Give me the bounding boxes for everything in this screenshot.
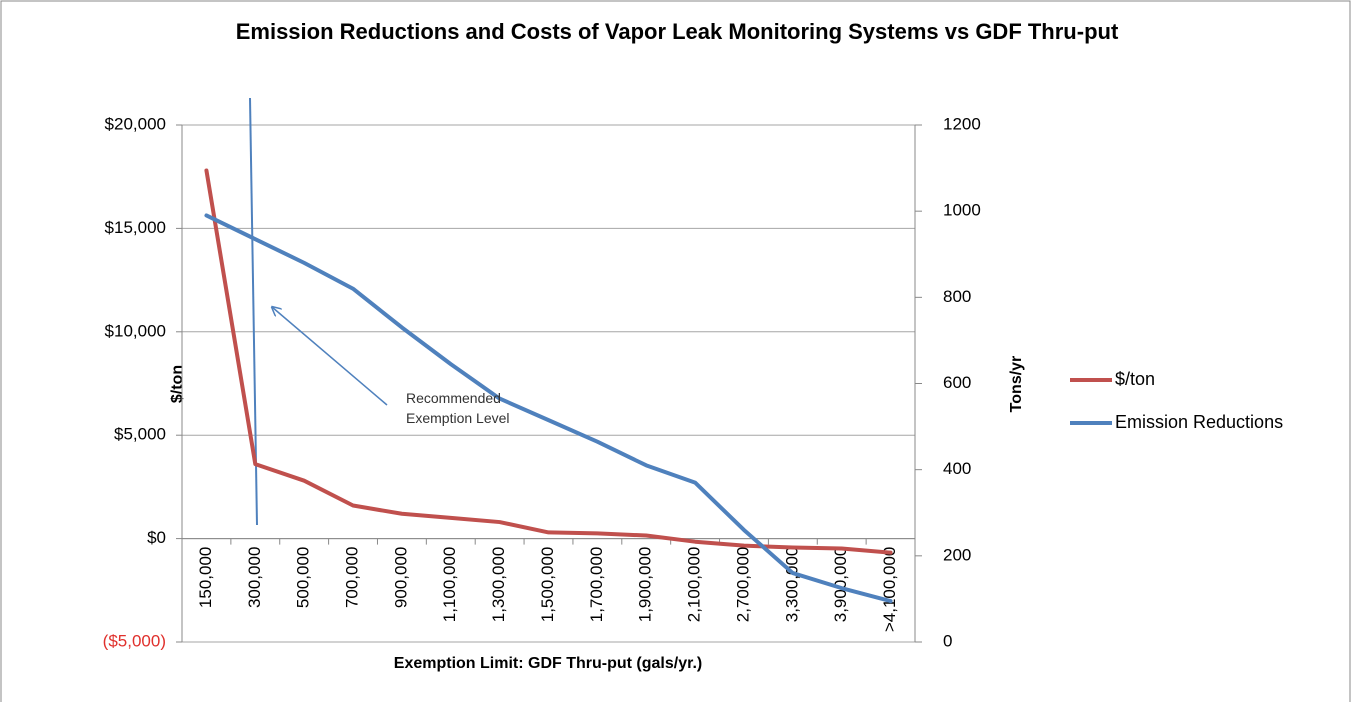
y2-tick-label: 1000: [943, 201, 981, 220]
y2-tick-label: 600: [943, 373, 971, 392]
x-tick-label: 300,000: [245, 547, 264, 608]
y2-tick-label: 200: [943, 545, 971, 564]
y-tick-label: $20,000: [105, 114, 166, 133]
y-tick-label: $10,000: [105, 321, 166, 340]
y-tick-label: $0: [147, 528, 166, 547]
annotation: Recommended Exemption Level: [406, 390, 510, 426]
x-tick-label: 1,900,000: [636, 547, 655, 623]
y2-tick-label: 400: [943, 459, 971, 478]
x-tick-label: 3,900,000: [831, 547, 850, 623]
x-tick-label: 1,700,000: [587, 547, 606, 623]
y2-axis-label: Tons/yr: [1008, 356, 1025, 413]
y-tick-label: $5,000: [114, 425, 166, 444]
x-tick-label: 700,000: [343, 547, 362, 608]
x-tick-label: 1,100,000: [440, 547, 459, 623]
x-tick-label: 150,000: [196, 547, 215, 608]
x-tick-label: 1,300,000: [489, 547, 508, 623]
y-tick-label: $15,000: [105, 218, 166, 237]
annotation-arrow: [272, 307, 388, 406]
x-tick-label: 1,500,000: [538, 547, 557, 623]
chart-title: Emission Reductions and Costs of Vapor L…: [235, 19, 1119, 44]
series-line: [204, 213, 893, 604]
series-line: [204, 168, 893, 555]
y-tick-label: ($5,000): [103, 631, 166, 650]
x-tick-label: 500,000: [294, 547, 313, 608]
x-tick-label: 2,700,000: [733, 547, 752, 623]
y-axis-label: $/ton: [169, 365, 186, 403]
exemption-marker-line: [249, 97, 258, 526]
x-tick-label: 2,100,000: [685, 547, 704, 623]
legend-label: $/ton: [1115, 369, 1155, 389]
x-tick-label: 3,300,000: [782, 547, 801, 623]
y2-tick-label: 0: [943, 631, 952, 650]
x-tick-label: >4,100,000: [880, 547, 899, 633]
legend-label: Emission Reductions: [1115, 412, 1283, 432]
x-axis-label: Exemption Limit: GDF Thru-put (gals/yr.): [394, 655, 702, 672]
y2-tick-label: 1200: [943, 114, 981, 133]
x-tick-label: 900,000: [391, 547, 410, 608]
y2-tick-label: 800: [943, 287, 971, 306]
